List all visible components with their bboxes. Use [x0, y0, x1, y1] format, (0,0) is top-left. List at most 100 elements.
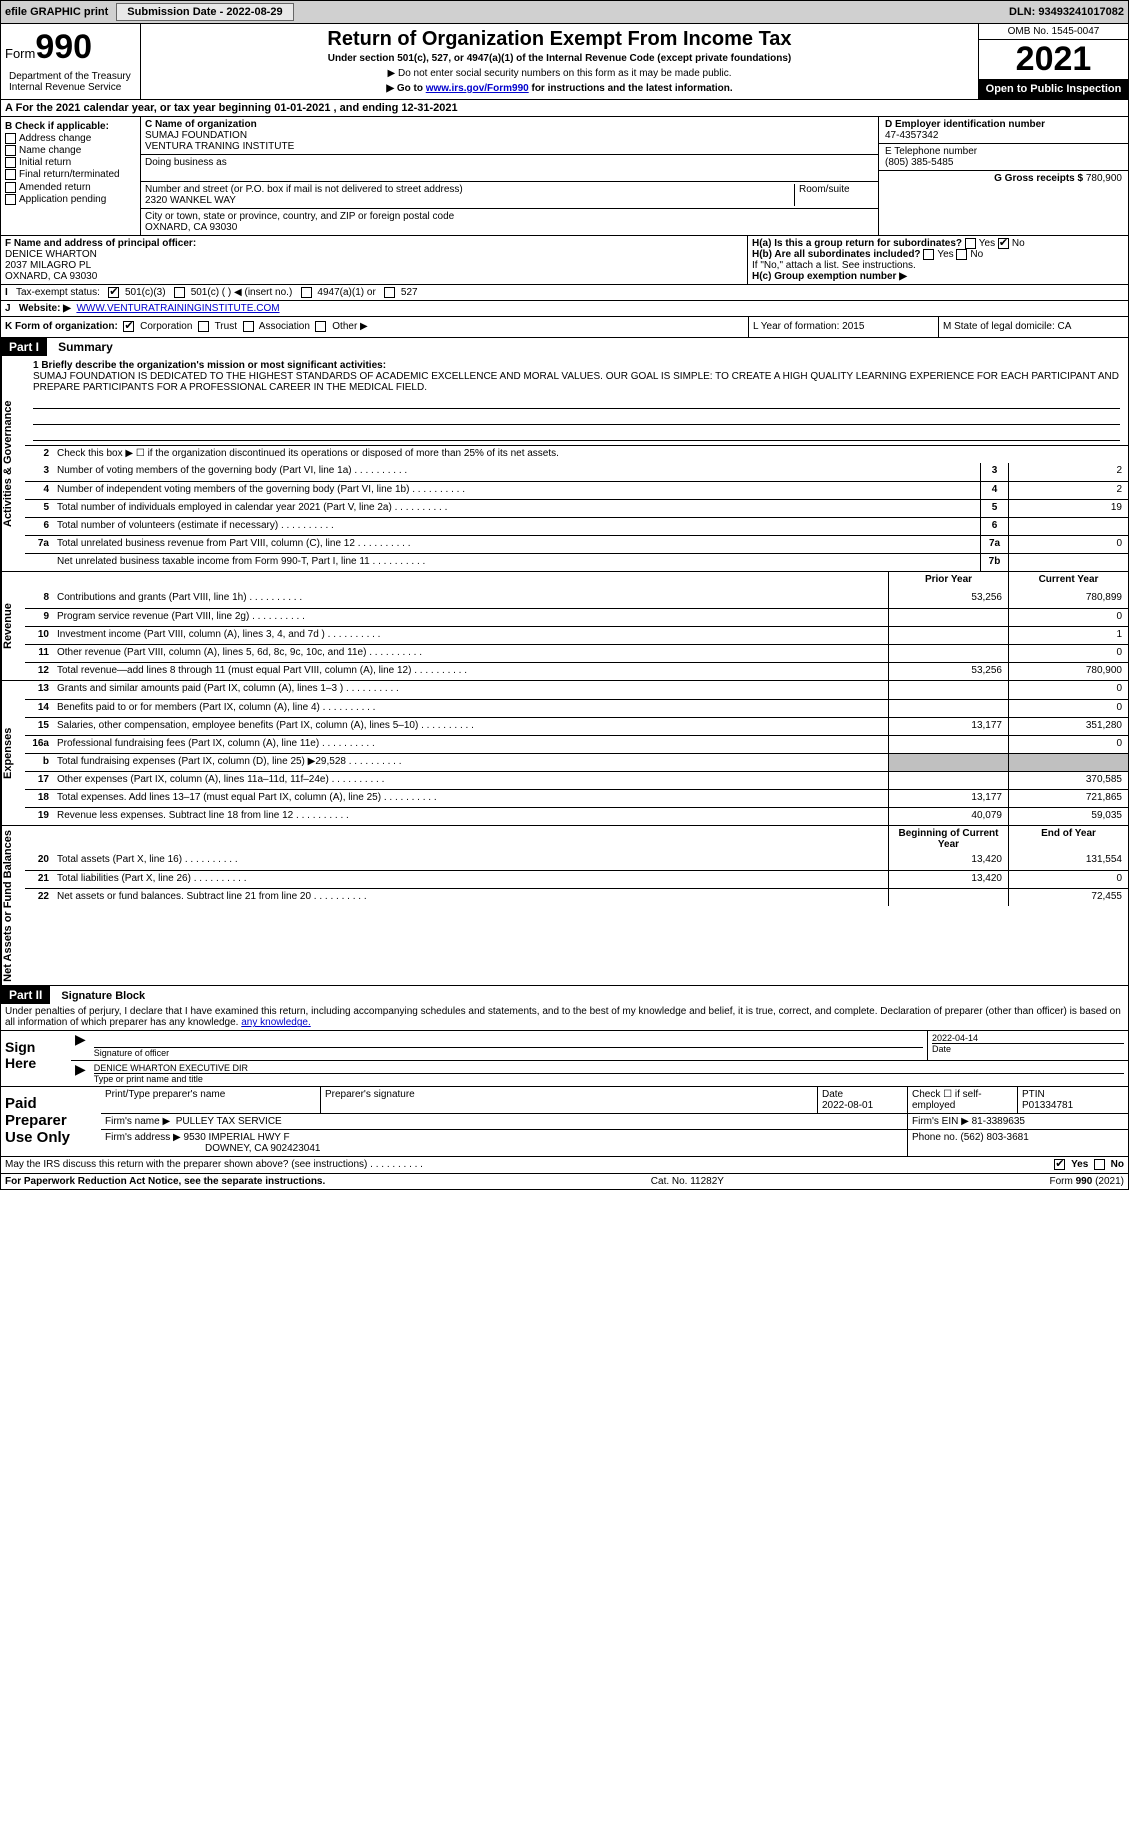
summary-line: 9Program service revenue (Part VIII, lin…	[25, 608, 1128, 626]
declaration-text: Under penalties of perjury, I declare th…	[1, 1004, 1128, 1030]
prior-year-hdr: Prior Year	[888, 572, 1008, 590]
website-link[interactable]: WWW.VENTURATRAININGINSTITUTE.COM	[76, 303, 279, 314]
part-ii-header: Part II	[1, 986, 50, 1004]
prep-name-label: Print/Type preparer's name	[101, 1087, 321, 1113]
begin-year-hdr: Beginning of Current Year	[888, 826, 1008, 852]
addr-label: Number and street (or P.O. box if mail i…	[145, 184, 794, 195]
firm-addr2: DOWNEY, CA 902423041	[105, 1143, 903, 1154]
hb-no[interactable]	[956, 249, 967, 260]
firm-addr1: 9530 IMPERIAL HWY F	[184, 1132, 290, 1143]
form-header: Form990 Department of the Treasury Inter…	[0, 24, 1129, 100]
cb-trust[interactable]	[198, 321, 209, 332]
form-subtitle: Under section 501(c), 527, or 4947(a)(1)…	[145, 53, 974, 64]
officer-name-title: DENICE WHARTON EXECUTIVE DIR	[94, 1063, 1124, 1073]
arrow-icon: ▶	[71, 1061, 90, 1086]
gross-label: G Gross receipts $	[994, 173, 1083, 184]
mission-text: SUMAJ FOUNDATION IS DEDICATED TO THE HIG…	[33, 371, 1120, 393]
addr-value: 2320 WANKEL WAY	[145, 195, 794, 206]
cb-501c[interactable]	[174, 287, 185, 298]
hb-yes[interactable]	[923, 249, 934, 260]
summary-line: 6Total number of volunteers (estimate if…	[25, 517, 1128, 535]
state-domicile: M State of legal domicile: CA	[939, 317, 1128, 336]
prep-date: 2022-08-01	[822, 1100, 903, 1111]
cb-amended-return[interactable]: Amended return	[5, 182, 136, 193]
any-knowledge-link[interactable]: any knowledge.	[241, 1017, 311, 1028]
summary-line: 15Salaries, other compensation, employee…	[25, 717, 1128, 735]
ha-yes[interactable]	[965, 238, 976, 249]
org-info-block: B Check if applicable: Address change Na…	[0, 117, 1129, 236]
form-label: Form	[5, 46, 35, 61]
period-text: For the 2021 calendar year, or tax year …	[16, 102, 458, 114]
self-employed-cb[interactable]: Check ☐ if self-employed	[908, 1087, 1018, 1113]
cb-address-change[interactable]: Address change	[5, 133, 136, 144]
date-label: Date	[932, 1043, 1124, 1054]
vtab-revenue: Revenue	[1, 572, 25, 680]
form-number: 990	[35, 28, 92, 66]
section-fh: F Name and address of principal officer:…	[0, 236, 1129, 285]
paid-preparer-row: Paid Preparer Use Only Print/Type prepar…	[1, 1086, 1128, 1156]
cb-other[interactable]	[315, 321, 326, 332]
open-public-badge: Open to Public Inspection	[979, 79, 1128, 99]
summary-line: 11Other revenue (Part VIII, column (A), …	[25, 644, 1128, 662]
section-klm: K Form of organization: Corporation Trus…	[0, 317, 1129, 337]
mission-label: 1 Briefly describe the organization's mi…	[33, 360, 1120, 371]
form-title: Return of Organization Exempt From Incom…	[145, 28, 974, 51]
sign-here-row: Sign Here ▶ Signature of officer 2022-04…	[1, 1030, 1128, 1086]
cb-application-pending[interactable]: Application pending	[5, 194, 136, 205]
summary-line: 5Total number of individuals employed in…	[25, 499, 1128, 517]
cb-initial-return[interactable]: Initial return	[5, 157, 136, 168]
dln-label: DLN: 93493241017082	[1009, 6, 1124, 18]
org-name2: VENTURA TRANING INSTITUTE	[145, 141, 874, 152]
room-suite-label: Room/suite	[794, 184, 874, 206]
hb-note: If "No," attach a list. See instructions…	[752, 260, 1124, 271]
discuss-yes[interactable]	[1054, 1159, 1065, 1170]
summary-line: 12Total revenue—add lines 8 through 11 (…	[25, 662, 1128, 680]
officer-addr2: OXNARD, CA 93030	[5, 271, 743, 282]
footer-mid: Cat. No. 11282Y	[325, 1176, 1049, 1187]
cb-name-change[interactable]: Name change	[5, 145, 136, 156]
cb-4947[interactable]	[301, 287, 312, 298]
ha-no[interactable]	[998, 238, 1009, 249]
summary-line: 8Contributions and grants (Part VIII, li…	[25, 590, 1128, 608]
cb-501c3[interactable]	[108, 287, 119, 298]
section-i: I Tax-exempt status: 501(c)(3) 501(c) ( …	[0, 285, 1129, 301]
cb-corp[interactable]	[123, 321, 134, 332]
part-i-header: Part I	[1, 338, 47, 356]
discuss-no[interactable]	[1094, 1159, 1105, 1170]
summary-line: 20Total assets (Part X, line 16)13,42013…	[25, 852, 1128, 870]
period-row: A For the 2021 calendar year, or tax yea…	[0, 100, 1129, 117]
current-year-hdr: Current Year	[1008, 572, 1128, 590]
summary-line: 17Other expenses (Part IX, column (A), l…	[25, 771, 1128, 789]
form-title-block: Return of Organization Exempt From Incom…	[141, 24, 978, 99]
officer-label: F Name and address of principal officer:	[5, 238, 743, 249]
cb-assoc[interactable]	[243, 321, 254, 332]
summary-line: 14Benefits paid to or for members (Part …	[25, 699, 1128, 717]
summary-line: 13Grants and similar amounts paid (Part …	[25, 681, 1128, 699]
paid-preparer-label: Paid Preparer Use Only	[1, 1087, 101, 1156]
part-i-title: Summary	[50, 338, 121, 356]
summary-line: 3Number of voting members of the governi…	[25, 463, 1128, 481]
org-name1: SUMAJ FOUNDATION	[145, 130, 874, 141]
sig-date: 2022-04-14	[932, 1033, 1124, 1043]
form-number-block: Form990 Department of the Treasury Inter…	[1, 24, 141, 99]
summary-line: bTotal fundraising expenses (Part IX, co…	[25, 753, 1128, 771]
footer-right: Form 990 (2021)	[1050, 1176, 1124, 1187]
line2-desc: Check this box ▶ ☐ if the organization d…	[53, 446, 1128, 463]
submission-date-button[interactable]: Submission Date - 2022-08-29	[116, 3, 293, 21]
summary-line: 4Number of independent voting members of…	[25, 481, 1128, 499]
vtab-governance: Activities & Governance	[1, 356, 25, 571]
cb-final-return[interactable]: Final return/terminated	[5, 169, 136, 180]
irs-link[interactable]: www.irs.gov/Form990	[426, 83, 529, 94]
phone-value: (805) 385-5485	[885, 157, 1122, 168]
summary-line: Net unrelated business taxable income fr…	[25, 553, 1128, 571]
firm-ein: 81-3389635	[972, 1116, 1025, 1127]
section-b: B Check if applicable: Address change Na…	[1, 117, 141, 235]
ptin-value: P01334781	[1022, 1100, 1124, 1111]
vtab-net-assets: Net Assets or Fund Balances	[1, 826, 25, 986]
summary-line: 16aProfessional fundraising fees (Part I…	[25, 735, 1128, 753]
dept-label: Department of the Treasury Internal Reve…	[5, 69, 136, 95]
cb-527[interactable]	[384, 287, 395, 298]
prep-sig-label: Preparer's signature	[321, 1087, 818, 1113]
firm-phone: (562) 803-3681	[960, 1132, 1028, 1143]
vtab-expenses: Expenses	[1, 681, 25, 825]
